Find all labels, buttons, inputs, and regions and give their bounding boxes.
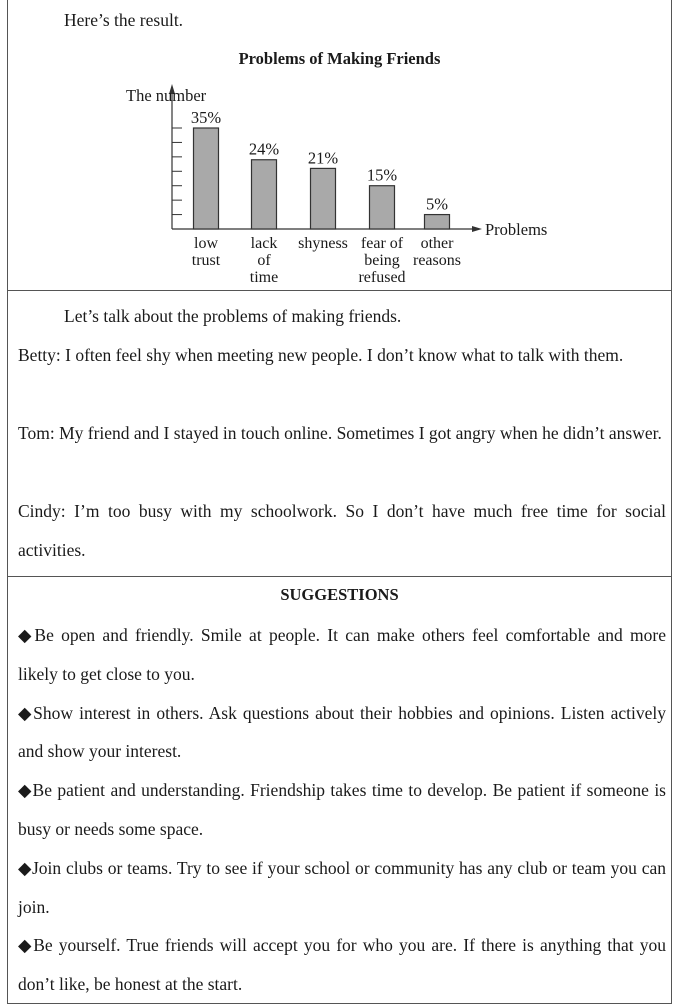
dialogue-tom: Tom: My friend and I stayed in touch onl…	[18, 423, 662, 443]
bar	[192, 127, 220, 230]
category-label: refused	[358, 269, 405, 286]
bar	[250, 159, 278, 230]
suggestion-item: ◆Join clubs or teams. Try to see if your…	[18, 849, 666, 927]
bar	[423, 213, 451, 230]
bar	[309, 167, 337, 230]
y-axis-label: The number	[126, 86, 207, 105]
data-label: 15%	[367, 166, 398, 185]
result-section: Here’s the result. Problems of Making Fr…	[7, 0, 672, 290]
category-label: reasons	[413, 252, 461, 269]
discussion-intro: Let’s talk about the problems of making …	[64, 306, 402, 326]
suggestion-item: ◆Be open and friendly. Smile at people. …	[18, 616, 666, 694]
category-label: of	[257, 252, 271, 269]
category-label: low	[194, 235, 218, 252]
x-axis-label: Problems	[485, 220, 547, 239]
dialogue-cindy: Cindy: I’m too busy with my schoolwork. …	[18, 501, 666, 560]
diamond-icon: ◆	[18, 857, 32, 878]
discussion-section: Let’s talk about the problems of making …	[7, 290, 672, 576]
diamond-icon: ◆	[18, 702, 34, 723]
suggestion-text: Join clubs or teams. Try to see if your …	[18, 857, 666, 917]
category-label: shyness	[298, 235, 348, 252]
category-label: other	[421, 235, 455, 252]
chart-title: Problems of Making Friends	[238, 49, 441, 68]
data-label: 24%	[249, 140, 280, 159]
data-label: 5%	[426, 195, 448, 214]
category-label: lack	[251, 235, 278, 252]
suggestion-text: Show interest in others. Ask questions a…	[18, 702, 666, 762]
bar	[368, 185, 396, 230]
suggestion-text: Be open and friendly. Smile at people. I…	[18, 625, 666, 684]
suggestions-heading: SUGGESTIONS	[280, 585, 399, 604]
diamond-icon: ◆	[18, 780, 33, 801]
suggestion-text: Be patient and understanding. Friendship…	[18, 780, 666, 839]
x-axis-arrow-icon	[472, 226, 482, 232]
category-label: fear of	[361, 235, 404, 252]
data-label: 35%	[191, 108, 222, 127]
data-label: 21%	[308, 148, 339, 167]
y-axis-arrow-icon	[169, 84, 175, 94]
diamond-icon: ◆	[18, 625, 35, 645]
category-label: trust	[192, 252, 221, 269]
suggestion-item: ◆Be yourself. True friends will accept y…	[18, 926, 666, 1004]
diamond-icon: ◆	[18, 935, 34, 956]
intro-text: Here’s the result.	[64, 10, 184, 30]
suggestions-section: SUGGESTIONS ◆Be open and friendly. Smile…	[7, 576, 672, 1004]
suggestion-text: Be yourself. True friends will accept yo…	[18, 935, 666, 995]
category-label: time	[250, 269, 278, 286]
suggestion-item: ◆Show interest in others. Ask questions …	[18, 694, 666, 772]
suggestion-item: ◆Be patient and understanding. Friendshi…	[18, 771, 666, 849]
dialogue-betty: Betty: I often feel shy when meeting new…	[18, 345, 624, 365]
category-label: being	[364, 252, 400, 269]
